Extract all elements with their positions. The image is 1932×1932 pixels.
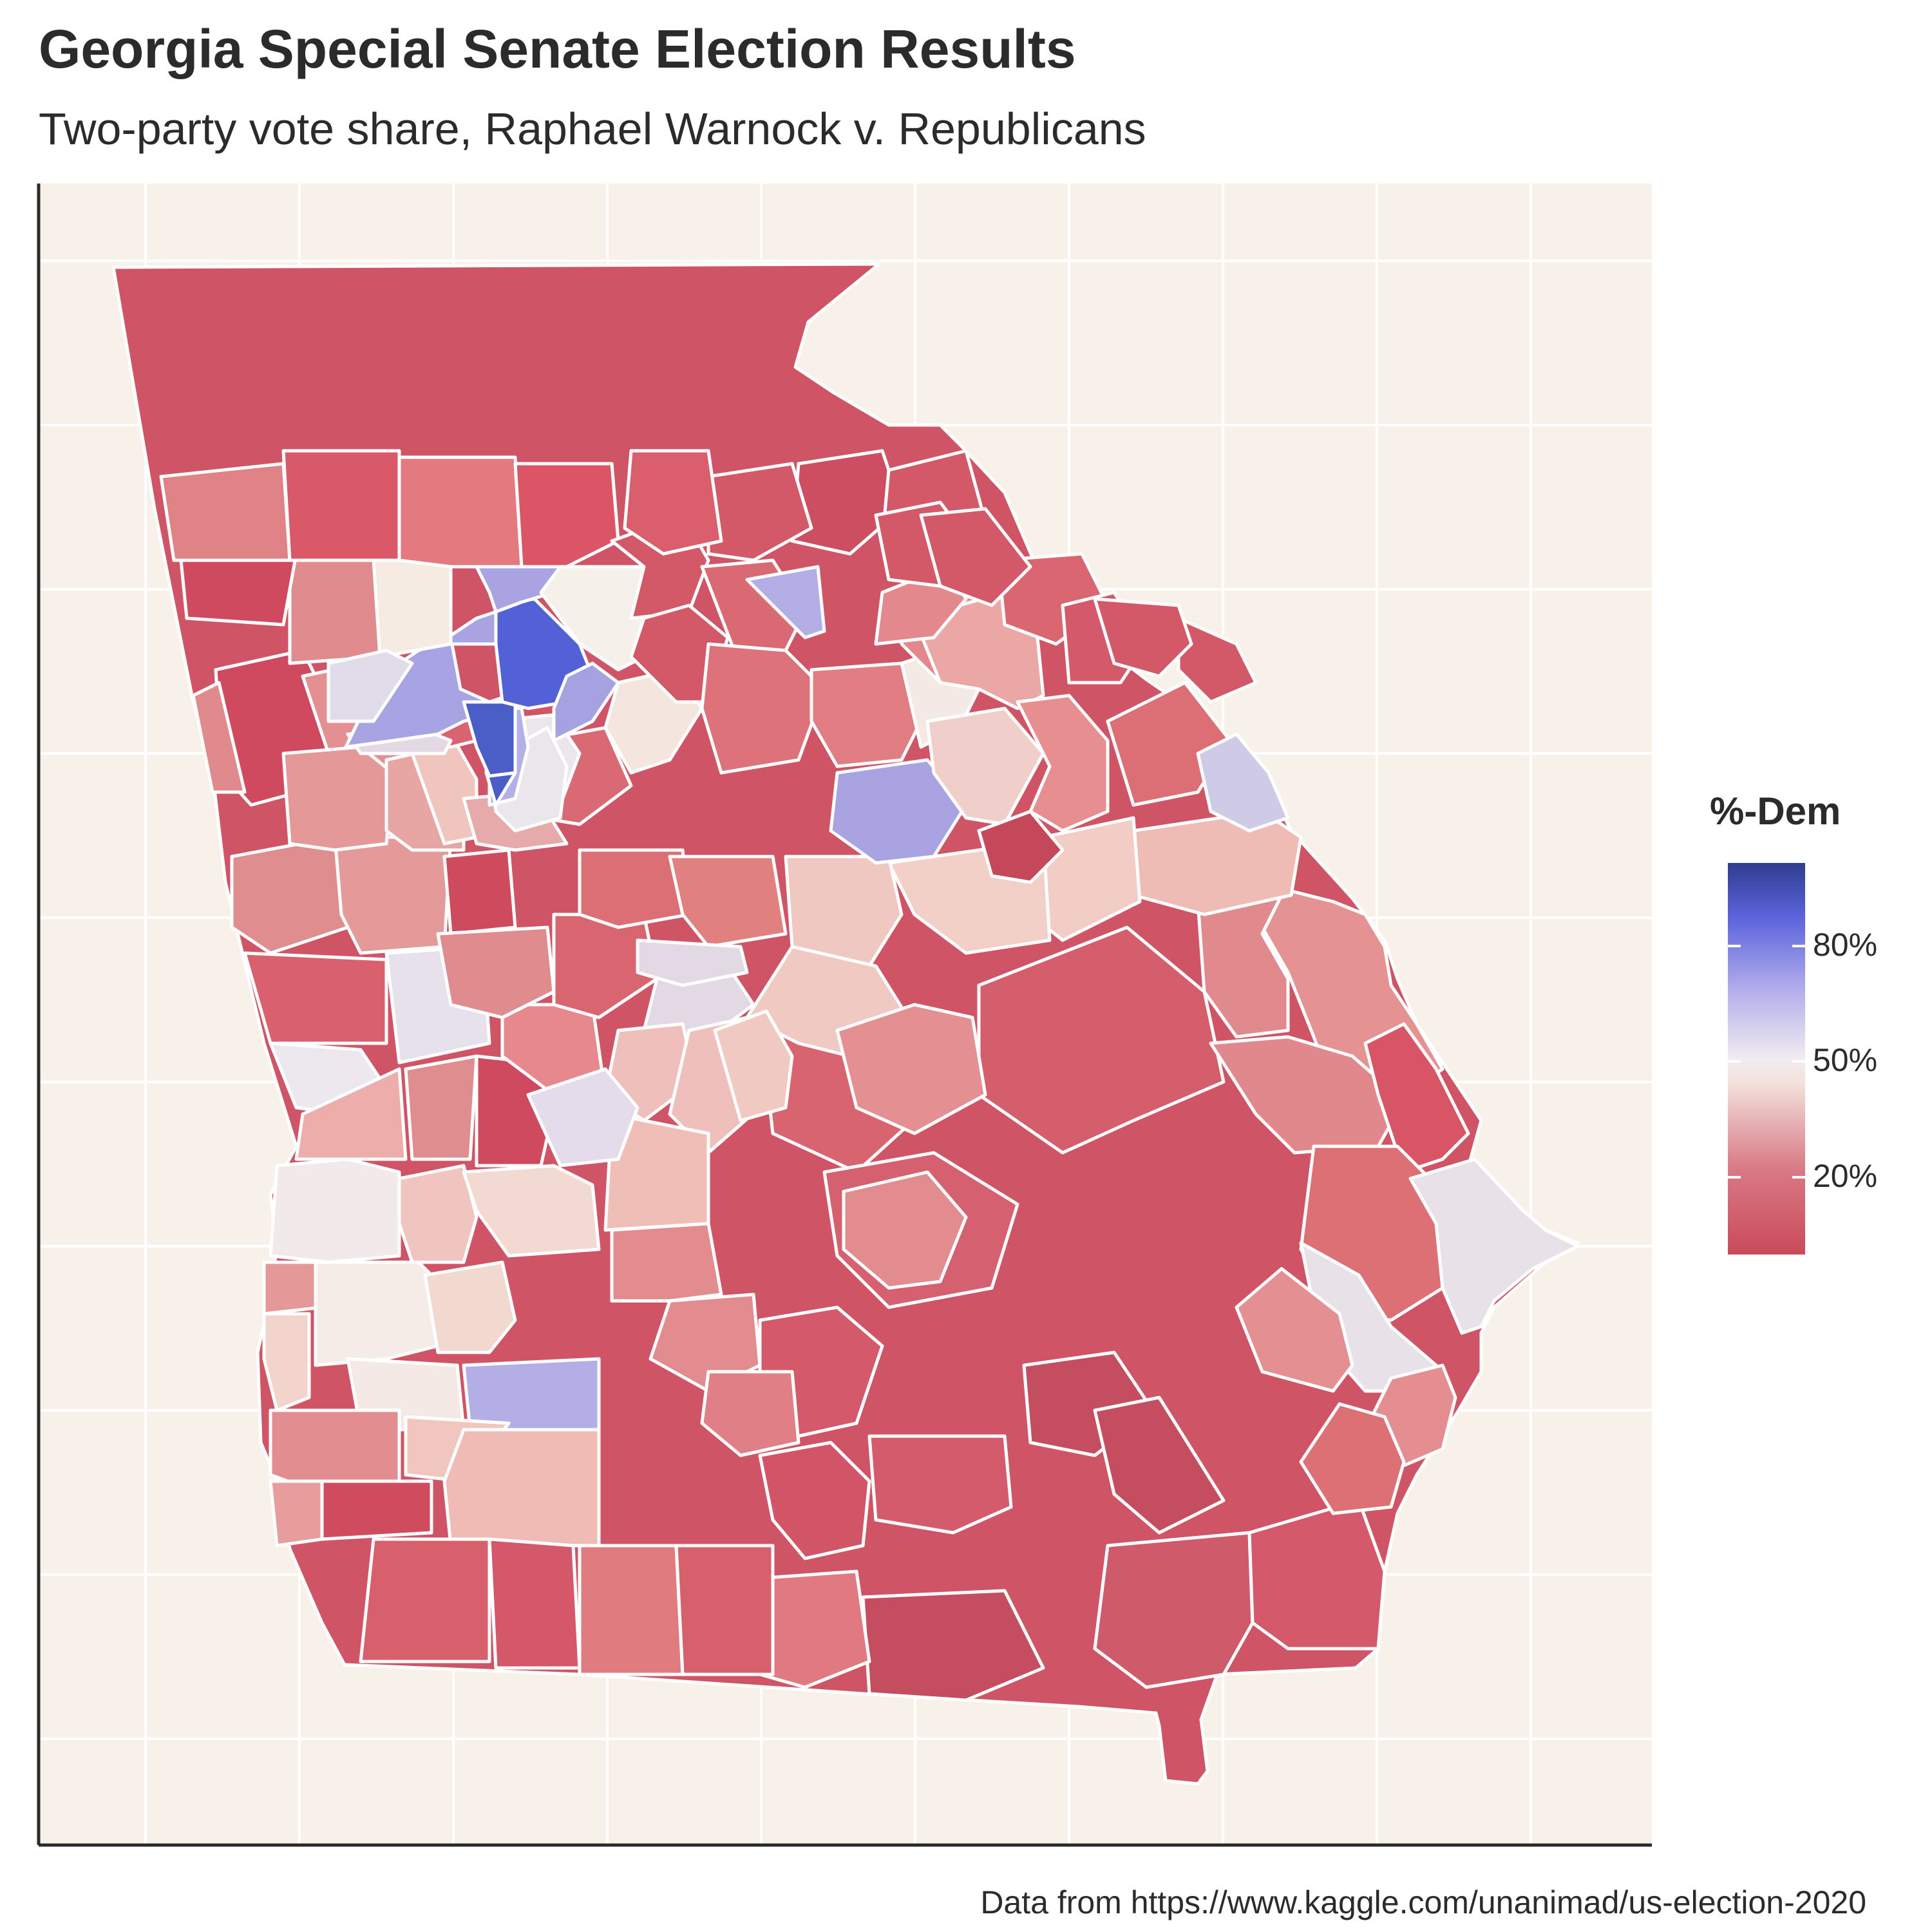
legend-gradient-bar bbox=[1728, 863, 1805, 1255]
county-region bbox=[1363, 1022, 1470, 1174]
county-region bbox=[513, 462, 620, 569]
county-region bbox=[668, 855, 788, 949]
county-region bbox=[578, 848, 691, 929]
chart-title: Georgia Special Senate Election Results bbox=[39, 19, 1076, 79]
county-region bbox=[867, 1434, 1013, 1535]
county-region bbox=[462, 1164, 601, 1258]
county-region bbox=[1196, 893, 1290, 1039]
county-region bbox=[829, 758, 968, 865]
county-region bbox=[159, 462, 292, 562]
county-region bbox=[191, 681, 247, 794]
county-region bbox=[700, 642, 826, 775]
county-region bbox=[372, 558, 453, 659]
county-region bbox=[178, 552, 298, 627]
county-region bbox=[333, 835, 453, 955]
county-region bbox=[262, 1312, 311, 1412]
county-region bbox=[636, 938, 749, 987]
county-region bbox=[919, 507, 1032, 607]
county-region bbox=[1132, 810, 1303, 916]
county-region bbox=[1093, 597, 1193, 678]
county-region bbox=[745, 565, 826, 639]
county-region bbox=[462, 1357, 601, 1432]
county-region bbox=[269, 1157, 401, 1264]
legend-colorbar bbox=[1728, 863, 1805, 1255]
county-region bbox=[1093, 1531, 1255, 1689]
county-region bbox=[397, 1164, 478, 1264]
county-region bbox=[1196, 732, 1290, 833]
county-region bbox=[281, 449, 401, 562]
county-region bbox=[436, 925, 556, 1019]
county-region bbox=[397, 455, 524, 569]
county-region bbox=[700, 1370, 800, 1457]
county-region bbox=[488, 1537, 582, 1670]
county-region bbox=[288, 552, 382, 665]
county-region bbox=[327, 649, 414, 723]
county-region bbox=[423, 1260, 517, 1354]
county-region bbox=[861, 1589, 1045, 1702]
legend-title: %-Dem bbox=[1710, 790, 1841, 833]
county-region bbox=[713, 1009, 794, 1122]
county-region bbox=[269, 1479, 324, 1548]
county-region bbox=[1093, 1396, 1226, 1535]
legend-label-20: 20% bbox=[1813, 1158, 1878, 1194]
county-region bbox=[842, 1170, 968, 1290]
county-region bbox=[623, 449, 723, 556]
county-region bbox=[294, 1067, 408, 1161]
county-region bbox=[359, 1537, 491, 1663]
legend-label-80: 80% bbox=[1813, 927, 1878, 963]
county-region bbox=[1408, 1157, 1580, 1335]
county-region bbox=[758, 1441, 871, 1560]
county-region bbox=[526, 1067, 639, 1168]
county-region bbox=[674, 1544, 775, 1676]
county-region bbox=[1016, 694, 1110, 833]
county-region bbox=[552, 661, 620, 743]
county-regions bbox=[111, 262, 1580, 1786]
county-region bbox=[442, 1428, 601, 1548]
county-region bbox=[1299, 1402, 1406, 1515]
county-region bbox=[977, 810, 1065, 884]
county-region bbox=[977, 925, 1226, 1155]
county-region bbox=[835, 1003, 987, 1135]
county-region bbox=[404, 1054, 478, 1161]
legend-label-50: 50% bbox=[1813, 1042, 1878, 1078]
county-region bbox=[262, 1260, 324, 1316]
county-region bbox=[578, 1544, 685, 1676]
county-region bbox=[281, 745, 395, 852]
county-region bbox=[1235, 1267, 1354, 1393]
chart-caption: Data from https://www.kaggle.com/unanima… bbox=[980, 1884, 1866, 1920]
county-region bbox=[442, 848, 517, 936]
chart-subtitle: Two-party vote share, Raphael Warnock v.… bbox=[39, 104, 1146, 154]
county-region bbox=[320, 1479, 433, 1541]
county-region bbox=[243, 951, 388, 1045]
county-region bbox=[610, 1222, 723, 1303]
county-region bbox=[1177, 616, 1258, 704]
